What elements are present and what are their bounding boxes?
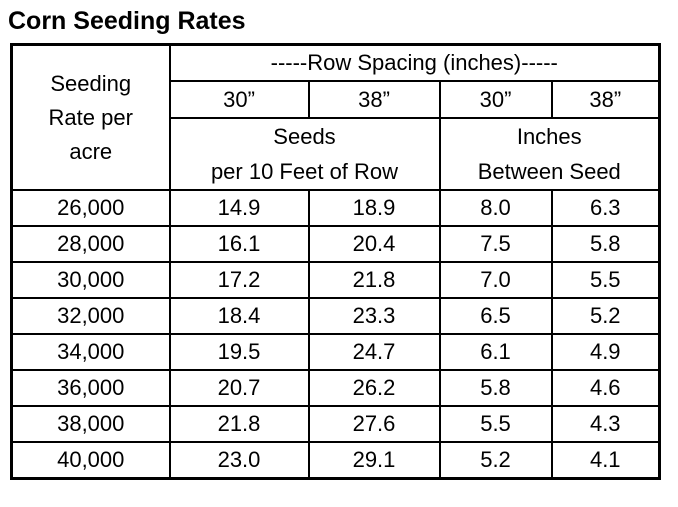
- group-header-seeds-line-2: per 10 Feet of Row: [210, 159, 399, 184]
- header-row-groups: Seeds per 10 Feet of Row Inches Between …: [12, 117, 661, 191]
- rate-cell: 28,000: [10, 225, 171, 263]
- header-row-spacing: Seeding Rate per acre -----Row Spacing (…: [10, 43, 661, 191]
- group-header-inches-between-seed: Inches Between Seed: [438, 117, 661, 191]
- inches-30-cell: 6.1: [438, 333, 553, 371]
- table-row: 26,000 14.9 18.9 8.0 6.3: [10, 189, 661, 227]
- seeds-38-cell: 29.1: [307, 441, 441, 480]
- table-row: 40,000 23.0 29.1 5.2 4.1: [10, 441, 661, 480]
- table-row: 36,000 20.7 26.2 5.8 4.6: [10, 369, 661, 407]
- seeds-38-cell: 21.8: [307, 261, 441, 299]
- table-row: 32,000 18.4 23.3 6.5 5.2: [10, 297, 661, 335]
- inches-38-cell: 5.5: [550, 261, 661, 299]
- rate-cell: 34,000: [10, 333, 171, 371]
- table-row: 30,000 17.2 21.8 7.0 5.5: [10, 261, 661, 299]
- seeding-rates-table: Seeding Rate per acre -----Row Spacing (…: [10, 43, 661, 480]
- inches-30-cell: 6.5: [438, 297, 553, 335]
- inches-38-cell: 5.2: [550, 297, 661, 335]
- group-header-inches-line-1: Inches: [516, 124, 582, 149]
- seeds-30-cell: 21.8: [168, 405, 310, 443]
- rate-cell: 26,000: [10, 189, 171, 227]
- seeds-30-cell: 18.4: [168, 297, 310, 335]
- corner-header-line-2: Rate per: [48, 104, 133, 130]
- inches-30-cell: 5.5: [438, 405, 553, 443]
- page-title: Corn Seeding Rates: [8, 7, 246, 35]
- rate-cell: 32,000: [10, 297, 171, 335]
- inches-30-cell: 5.8: [438, 369, 553, 407]
- inches-38-cell: 4.3: [550, 405, 661, 443]
- seeds-38-cell: 26.2: [307, 369, 441, 407]
- seeds-30-cell: 23.0: [168, 441, 310, 480]
- seeds-38-cell: 24.7: [307, 333, 441, 371]
- row-spacing-header: -----Row Spacing (inches)-----: [168, 43, 661, 82]
- col-header-seeds-30: 30”: [168, 80, 310, 119]
- corner-header-line-1: Seeding: [50, 70, 132, 96]
- inches-38-cell: 4.6: [550, 369, 661, 407]
- inches-38-cell: 4.9: [550, 333, 661, 371]
- col-header-inches-38: 38”: [550, 80, 661, 119]
- table-row: 38,000 21.8 27.6 5.5 4.3: [10, 405, 661, 443]
- seeds-38-cell: 27.6: [307, 405, 441, 443]
- seeds-30-cell: 14.9: [168, 189, 310, 227]
- seeds-30-cell: 20.7: [168, 369, 310, 407]
- rate-cell: 36,000: [10, 369, 171, 407]
- seeds-30-cell: 16.1: [168, 225, 310, 263]
- inches-30-cell: 5.2: [438, 441, 553, 480]
- col-header-seeds-38: 38”: [307, 80, 441, 119]
- corner-header-seeding-rate: Seeding Rate per acre: [10, 43, 171, 191]
- rate-cell: 30,000: [10, 261, 171, 299]
- inches-38-cell: 6.3: [550, 189, 661, 227]
- group-header-inches-line-2: Between Seed: [477, 159, 621, 184]
- inches-30-cell: 7.5: [438, 225, 553, 263]
- corner-header-line-3: acre: [69, 138, 113, 164]
- group-header-seeds-per-row: Seeds per 10 Feet of Row: [168, 117, 441, 191]
- table-row: 34,000 19.5 24.7 6.1 4.9: [10, 333, 661, 371]
- seeds-38-cell: 18.9: [307, 189, 441, 227]
- rate-cell: 40,000: [10, 441, 171, 480]
- seeds-38-cell: 23.3: [307, 297, 441, 335]
- col-header-inches-30: 30”: [438, 80, 553, 119]
- group-header-seeds-line-1: Seeds: [273, 124, 336, 149]
- seeds-30-cell: 19.5: [168, 333, 310, 371]
- seeds-30-cell: 17.2: [168, 261, 310, 299]
- table-row: 28,000 16.1 20.4 7.5 5.8: [10, 225, 661, 263]
- inches-38-cell: 5.8: [550, 225, 661, 263]
- header-row-widths: 30” 38” 30” 38”: [12, 80, 661, 119]
- seeds-38-cell: 20.4: [307, 225, 441, 263]
- inches-30-cell: 8.0: [438, 189, 553, 227]
- inches-30-cell: 7.0: [438, 261, 553, 299]
- rate-cell: 38,000: [10, 405, 171, 443]
- inches-38-cell: 4.1: [550, 441, 661, 480]
